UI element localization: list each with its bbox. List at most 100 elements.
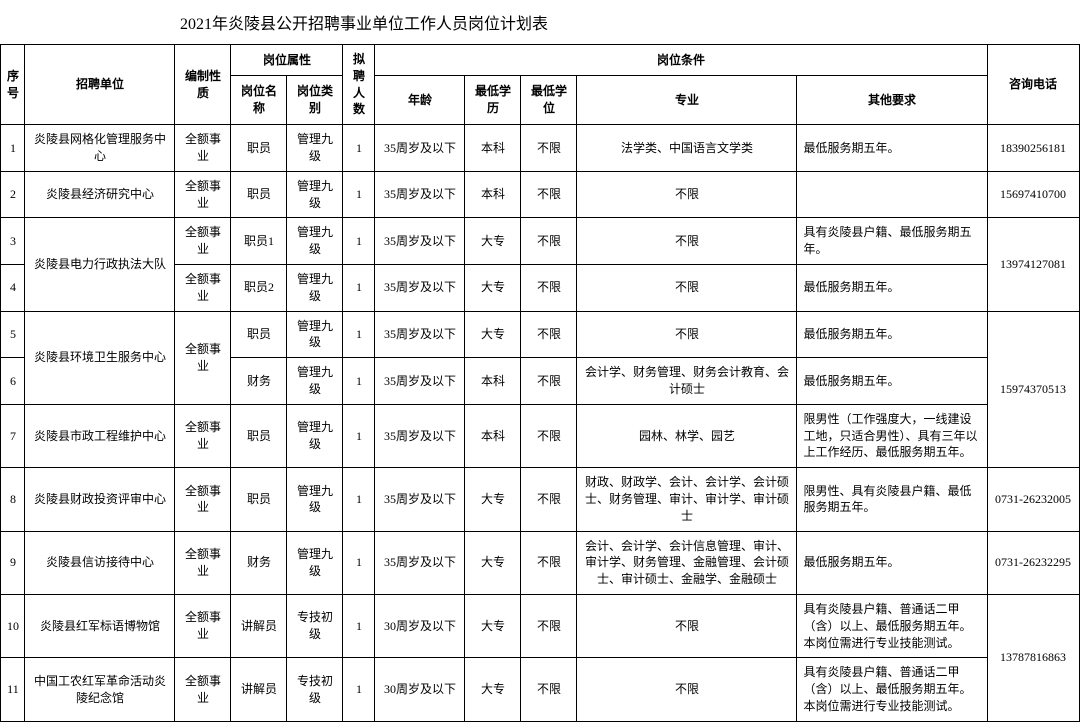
cell: 大专	[465, 658, 521, 721]
cell: 全额事业	[175, 125, 231, 172]
cell: 最低服务期五年。	[797, 358, 987, 405]
cell: 最低服务期五年。	[797, 531, 987, 594]
cell: 最低服务期五年。	[797, 125, 987, 172]
cell: 不限	[577, 311, 797, 358]
cell: 1	[343, 404, 375, 467]
cell: 35周岁及以下	[375, 218, 465, 265]
cell: 不限	[521, 264, 577, 311]
cell: 炎陵县环境卫生服务中心	[25, 311, 175, 404]
cell: 职员	[231, 404, 287, 467]
cell: 管理九级	[287, 264, 343, 311]
cell: 13974127081	[987, 218, 1079, 311]
cell: 2	[1, 171, 25, 218]
th-unit: 招聘单位	[25, 45, 175, 125]
cell: 不限	[521, 531, 577, 594]
page-title: 2021年炎陵县公开招聘事业单位工作人员岗位计划表	[0, 0, 1080, 44]
cell: 全额事业	[175, 311, 231, 404]
cell: 5	[1, 311, 25, 358]
th-major: 专业	[577, 76, 797, 125]
cell: 本科	[465, 404, 521, 467]
cell: 8	[1, 468, 25, 531]
table-row: 3炎陵县电力行政执法大队全额事业职员1管理九级135周岁及以下大专不限不限具有炎…	[1, 218, 1079, 265]
cell: 职员	[231, 468, 287, 531]
cell: 35周岁及以下	[375, 311, 465, 358]
cell: 管理九级	[287, 358, 343, 405]
cell: 18390256181	[987, 125, 1079, 172]
cell: 本科	[465, 125, 521, 172]
cell: 会计、会计学、会计信息管理、审计、审计学、财务管理、金融管理、会计硕士、审计硕士…	[577, 531, 797, 594]
table-row: 11中国工农红军革命活动炎陵纪念馆全额事业讲解员专技初级130周岁及以下大专不限…	[1, 658, 1079, 721]
cell: 专技初级	[287, 594, 343, 657]
table-body: 1炎陵县网格化管理服务中心全额事业职员管理九级135周岁及以下本科不限法学类、中…	[1, 125, 1079, 722]
cell: 35周岁及以下	[375, 468, 465, 531]
table-row: 2炎陵县经济研究中心全额事业职员管理九级135周岁及以下本科不限不限156974…	[1, 171, 1079, 218]
cell: 本科	[465, 358, 521, 405]
cell: 大专	[465, 594, 521, 657]
cell: 具有炎陵县户籍、普通话二甲（含）以上、最低服务期五年。本岗位需进行专业技能测试。	[797, 658, 987, 721]
table-row: 8炎陵县财政投资评审中心全额事业职员管理九级135周岁及以下大专不限财政、财政学…	[1, 468, 1079, 531]
cell: 法学类、中国语言文学类	[577, 125, 797, 172]
cell: 管理九级	[287, 311, 343, 358]
cell: 1	[343, 311, 375, 358]
cell: 1	[343, 531, 375, 594]
th-num: 拟聘人数	[343, 45, 375, 125]
cell: 不限	[521, 218, 577, 265]
cell: 不限	[521, 171, 577, 218]
cell: 限男性、具有炎陵县户籍、最低服务期五年。	[797, 468, 987, 531]
cell: 13787816863	[987, 594, 1079, 721]
cell: 炎陵县市政工程维护中心	[25, 404, 175, 467]
cell: 3	[1, 218, 25, 265]
cell: 不限	[521, 468, 577, 531]
th-idx: 序号	[1, 45, 25, 125]
cell: 职员2	[231, 264, 287, 311]
cell: 大专	[465, 468, 521, 531]
cell: 不限	[577, 264, 797, 311]
cell: 最低服务期五年。	[797, 264, 987, 311]
cell: 不限	[577, 594, 797, 657]
table-row: 7炎陵县市政工程维护中心全额事业职员管理九级135周岁及以下本科不限园林、林学、…	[1, 404, 1079, 467]
cell: 财务	[231, 531, 287, 594]
cell: 30周岁及以下	[375, 594, 465, 657]
plan-table: 序号 招聘单位 编制性质 岗位属性 拟聘人数 岗位条件 咨询电话 岗位名称 岗位…	[0, 44, 1079, 722]
cell: 炎陵县财政投资评审中心	[25, 468, 175, 531]
cell: 专技初级	[287, 658, 343, 721]
cell: 园林、林学、园艺	[577, 404, 797, 467]
table-header: 序号 招聘单位 编制性质 岗位属性 拟聘人数 岗位条件 咨询电话 岗位名称 岗位…	[1, 45, 1079, 125]
cell: 职员1	[231, 218, 287, 265]
th-pos-attr: 岗位属性	[231, 45, 343, 76]
cell: 中国工农红军革命活动炎陵纪念馆	[25, 658, 175, 721]
cell: 35周岁及以下	[375, 404, 465, 467]
cell: 1	[343, 264, 375, 311]
cell: 管理九级	[287, 404, 343, 467]
cell: 1	[343, 171, 375, 218]
cell: 15974370513	[987, 311, 1079, 468]
cell: 管理九级	[287, 218, 343, 265]
cell: 不限	[521, 358, 577, 405]
cell: 全额事业	[175, 658, 231, 721]
cell: 大专	[465, 531, 521, 594]
cell: 9	[1, 531, 25, 594]
cell: 管理九级	[287, 125, 343, 172]
cell: 不限	[521, 404, 577, 467]
cell: 全额事业	[175, 531, 231, 594]
cell: 大专	[465, 311, 521, 358]
cell: 不限	[577, 218, 797, 265]
cell: 全额事业	[175, 264, 231, 311]
cell: 大专	[465, 264, 521, 311]
cell: 不限	[521, 311, 577, 358]
cell: 讲解员	[231, 594, 287, 657]
cell: 限男性（工作强度大，一线建设工地，只适合男性）、具有三年以上工作经历、最低服务期…	[797, 404, 987, 467]
cell: 职员	[231, 311, 287, 358]
cell: 不限	[521, 658, 577, 721]
table-row: 5炎陵县环境卫生服务中心全额事业职员管理九级135周岁及以下大专不限不限最低服务…	[1, 311, 1079, 358]
cell: 管理九级	[287, 171, 343, 218]
cell: 0731-26232295	[987, 531, 1079, 594]
th-tel: 咨询电话	[987, 45, 1079, 125]
cell: 35周岁及以下	[375, 358, 465, 405]
th-cond: 岗位条件	[375, 45, 987, 76]
cell: 不限	[577, 171, 797, 218]
cell: 全额事业	[175, 468, 231, 531]
th-deg: 最低学位	[521, 76, 577, 125]
cell: 1	[343, 468, 375, 531]
cell: 35周岁及以下	[375, 125, 465, 172]
